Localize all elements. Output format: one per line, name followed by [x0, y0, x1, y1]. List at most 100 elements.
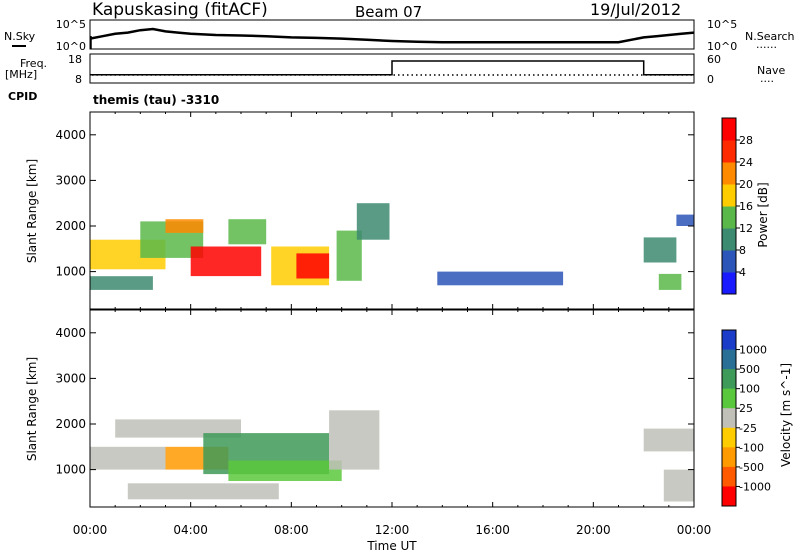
power-heatmap [90, 203, 694, 290]
date-title: 19/Jul/2012 [590, 0, 681, 19]
axes-ticks: 00:00 04:00 08:00 12:00 16:00 20:00 00:00 1000 2… [55, 112, 711, 537]
power-patch-7 [296, 253, 330, 279]
velocity-colorbar-label-6: -500 [739, 461, 764, 474]
power-colorbar-label: Power [dB] [756, 182, 770, 247]
nsky-label: N.Sky [4, 30, 36, 43]
power-patch-11 [643, 237, 677, 263]
velocity-colorbar-frame [721, 329, 737, 507]
power-y-tick-label-0: 1000 [55, 265, 86, 279]
velocity-colorbar-label-0: 1000 [739, 344, 767, 357]
velocity-colorbar-cell-8 [722, 486, 736, 507]
nave-tick-bottom: 0 [707, 73, 714, 86]
nsky-panel [89, 19, 695, 50]
velocity-colorbar-label-5: -100 [739, 441, 764, 454]
nave-dots: .... [760, 72, 774, 85]
power-colorbar-label-2: 12 [739, 222, 753, 235]
freq-unit: [MHz] [5, 68, 37, 81]
nsearch-tick-bottom: 10^0 [707, 40, 737, 53]
nsky-tick-top: 10^5 [56, 18, 86, 31]
velocity-colorbar: 1000 500 100 25 -25 -100 -500 -1000 [721, 329, 771, 507]
velocity-patch-4 [90, 446, 166, 470]
velocity-colorbar-label-7: -1000 [739, 480, 771, 493]
velocity-colorbar-cell-7 [722, 466, 736, 487]
power-colorbar: 4 8 12 16 20 24 28 [721, 117, 753, 295]
power-colorbar-label-4: 20 [739, 178, 753, 191]
velocity-patch-3 [228, 460, 342, 481]
power-y-tick-label-1: 2000 [55, 219, 86, 233]
power-colorbar-label-3: 16 [739, 200, 753, 213]
power-patch-1 [90, 276, 153, 290]
velocity-heatmap [90, 410, 694, 502]
velocity-colorbar-cell-0 [722, 330, 736, 351]
power-colorbar-cell-1 [722, 250, 736, 273]
nave-tick-top: 60 [707, 53, 721, 66]
power-colorbar-label-1: 8 [739, 244, 746, 257]
nave-label: Nave [757, 64, 785, 77]
velocity-colorbar-label-3: 25 [739, 402, 753, 415]
power-y-tick-label-3: 4000 [55, 128, 86, 142]
power-colorbar-label-5: 24 [739, 156, 753, 169]
cpid-value: themis (tau) -3310 [93, 93, 219, 107]
x-tick-label-6: 00:00 [677, 523, 712, 537]
power-patch-3 [165, 219, 204, 233]
power-colorbar-cell-4 [722, 184, 736, 207]
velocity-patch-8 [663, 469, 694, 502]
xlabel: Time UT [366, 539, 417, 553]
power-patch-9 [356, 203, 390, 240]
velocity-y-tick-label-1: 2000 [55, 417, 86, 431]
velocity-colorbar-label: Velocity [m s^-1] [779, 363, 793, 467]
velocity-colorbar-cell-1 [722, 349, 736, 370]
power-colorbar-label-0: 4 [739, 266, 746, 279]
nsearch-tick-top: 10^5 [707, 18, 737, 31]
nsky-line [89, 27, 695, 44]
nsky-tick-bottom: 10^0 [56, 40, 86, 53]
ylabel-power: Slant Range [km] [25, 159, 39, 263]
power-patch-12 [658, 273, 682, 290]
velocity-colorbar-label-4: -25 [739, 422, 757, 435]
velocity-colorbar-cell-3 [722, 388, 736, 409]
x-tick-label-0: 00:00 [73, 523, 108, 537]
power-colorbar-cell-0 [722, 272, 736, 295]
power-colorbar-cell-6 [722, 140, 736, 163]
freq-label: Freq. [20, 57, 47, 70]
x-tick-label-5: 20:00 [576, 523, 611, 537]
freq-line [90, 60, 694, 76]
nsearch-label: N.Search [745, 30, 795, 43]
freq-panel [89, 53, 695, 84]
velocity-colorbar-cell-5 [722, 427, 736, 448]
station-title: Kapuskasing (fitACF) [92, 0, 268, 20]
velocity-colorbar-cell-2 [722, 369, 736, 390]
power-panel-frame [89, 111, 695, 310]
velocity-patch-6 [329, 410, 380, 470]
x-tick-label-1: 04:00 [173, 523, 208, 537]
velocity-patch-7 [643, 428, 694, 452]
ylabel-velocity: Slant Range [km] [25, 357, 39, 461]
power-colorbar-label-6: 28 [739, 134, 753, 147]
freq-tick-bottom: 8 [75, 73, 82, 86]
power-colorbar-cell-2 [722, 228, 736, 251]
velocity-colorbar-label-2: 100 [739, 383, 760, 396]
velocity-colorbar-cell-4 [722, 408, 736, 429]
power-patch-13 [676, 214, 694, 226]
power-patch-10 [437, 271, 564, 286]
velocity-panel-frame [89, 309, 695, 508]
cpid-label: CPID [8, 90, 37, 103]
velocity-y-tick-label-0: 1000 [55, 463, 86, 477]
power-patch-5 [228, 219, 267, 245]
x-tick-label-3: 12:00 [375, 523, 410, 537]
velocity-colorbar-cell-6 [722, 447, 736, 468]
power-colorbar-cell-3 [722, 206, 736, 229]
power-colorbar-cell-5 [722, 162, 736, 185]
velocity-y-tick-label-3: 4000 [55, 326, 86, 340]
nsearch-dots: ...... [756, 38, 777, 51]
power-patch-4 [190, 246, 262, 277]
velocity-patch-0 [115, 419, 241, 438]
power-y-tick-label-2: 3000 [55, 173, 86, 187]
x-tick-label-4: 16:00 [475, 523, 510, 537]
velocity-patch-5 [127, 483, 279, 500]
power-colorbar-cell-7 [722, 118, 736, 141]
freq-tick-top: 18 [68, 53, 82, 66]
velocity-colorbar-label-1: 500 [739, 363, 760, 376]
beam-title: Beam 07 [355, 3, 422, 21]
